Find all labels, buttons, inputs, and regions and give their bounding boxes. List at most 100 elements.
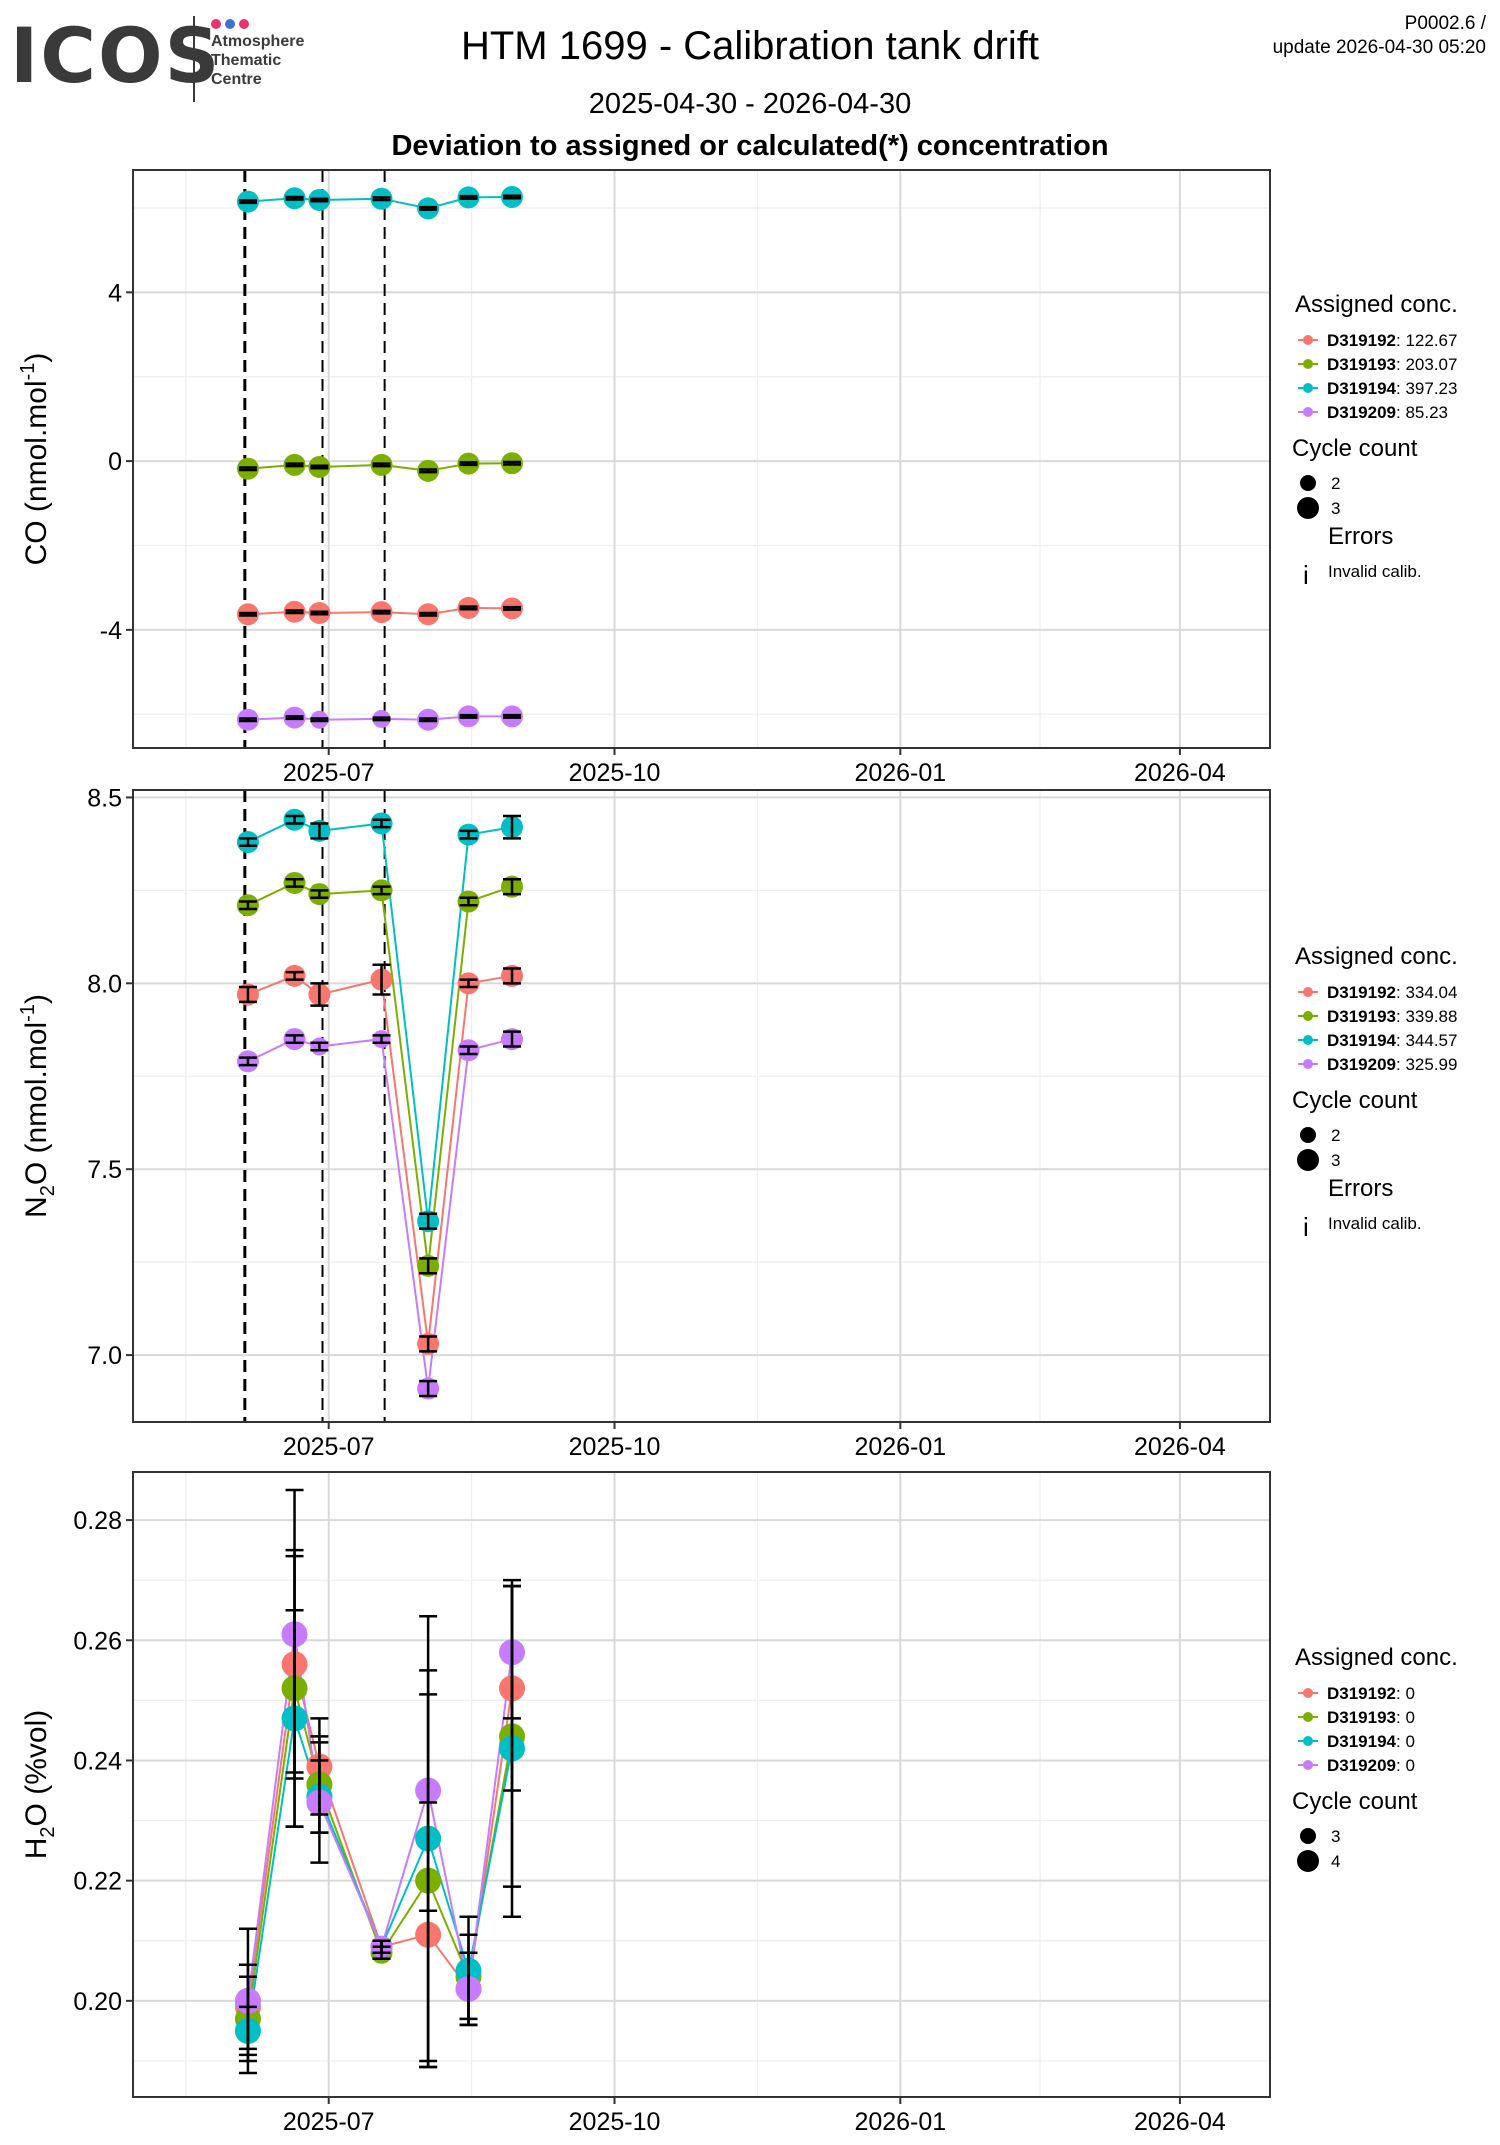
legend-entry-id: D319192 [1327, 331, 1396, 350]
legend-entry: D319209: 325.99 [1327, 1055, 1457, 1074]
legend-entry-id: D319194 [1327, 1732, 1397, 1751]
panel-border [132, 169, 1271, 749]
y-label-text: H [20, 1838, 53, 1860]
legend-entry-id: D319193 [1327, 1708, 1396, 1727]
legend-entry: D319193: 339.88 [1327, 1007, 1457, 1026]
logo-subtitle: Atmosphere Thematic Centre [211, 32, 304, 89]
x-tick-label: 2025-10 [569, 2108, 661, 2136]
legend-entry-value: : 0 [1396, 1684, 1415, 1703]
legend-key-point [1303, 1736, 1313, 1746]
legend-size-key [1297, 497, 1319, 519]
y-tick-label: 0.22 [73, 1868, 122, 1896]
y-label-text: O (nmol.mol [20, 1022, 53, 1185]
legend-size-label: 2 [1331, 1126, 1340, 1145]
x-tick-label: 2026-01 [854, 2108, 946, 2136]
legend-entry: D319193: 203.07 [1327, 355, 1457, 374]
x-tick-label: 2025-07 [283, 1433, 375, 1461]
legend-entry-value: : 0 [1396, 1708, 1415, 1727]
legend-size-title: Cycle count [1292, 1788, 1418, 1815]
legend-size-key [1300, 1828, 1316, 1844]
legend-key-point [1303, 1035, 1313, 1045]
legend-entry-value: : 334.04 [1396, 983, 1457, 1002]
legend-entry-id: D319193 [1327, 355, 1396, 374]
y-label-superscript: -1 [17, 1004, 39, 1022]
y-axis-label: CO (nmol.mol-1) [17, 353, 53, 566]
version-info: P0002.6 / update 2026-04-30 05:20 [1273, 12, 1486, 60]
x-tick-label: 2026-01 [854, 759, 946, 787]
legend-entry: D319193: 0 [1327, 1708, 1415, 1727]
x-tick-label: 2026-04 [1134, 2108, 1226, 2136]
legend-entry: D319192: 122.67 [1327, 331, 1457, 350]
legend-entry: D319192: 0 [1327, 1684, 1415, 1703]
co-panel: 2025-07 2025-10 2026-01 2026-04 -4 0 4 CO (nmol… [17, 169, 1458, 787]
legend-key-point [1303, 1712, 1313, 1722]
y-tick-label: 8.5 [87, 784, 122, 812]
y-label-text: ) [20, 353, 53, 363]
legend-title: Assigned conc. [1295, 943, 1458, 970]
version-label: P0002.6 / [1404, 13, 1486, 34]
logo-dot-icon [211, 19, 221, 29]
legend-title: Assigned conc. [1295, 1644, 1458, 1671]
y-tick-label: 0 [108, 448, 122, 476]
legend-entry-value: : 344.57 [1396, 1031, 1457, 1050]
y-axis-label: N2O (nmol.mol-1) [17, 994, 59, 1218]
y-label-subscript: 2 [37, 1185, 59, 1196]
logo-line: Thematic [211, 52, 282, 69]
legend-key-point [1303, 335, 1313, 345]
legend-entry-value: : 85.23 [1396, 403, 1448, 422]
y-tick-label: 7.5 [87, 1156, 122, 1184]
x-tick-label: 2025-07 [283, 759, 375, 787]
legend-size-title: Cycle count [1292, 435, 1418, 462]
legend-title: Assigned conc. [1295, 291, 1458, 318]
x-tick-label: 2026-04 [1134, 1433, 1226, 1461]
y-tick-label: 0.24 [73, 1747, 122, 1775]
legend-key-point [1303, 1011, 1313, 1021]
panel-border [132, 1471, 1271, 2098]
legend-entry: D319209: 85.23 [1327, 403, 1448, 422]
x-tick-label: 2025-07 [283, 2108, 375, 2136]
y-tick-label: 0.28 [73, 1507, 122, 1535]
y-axis-label: H2O (%vol) [20, 1710, 59, 1859]
legend-key-point [1303, 987, 1313, 997]
panel-border [132, 789, 1271, 1423]
legend-entry-id: D319192 [1327, 983, 1396, 1002]
legend-size-title: Cycle count [1292, 1087, 1418, 1114]
x-tick-label: 2025-10 [569, 1433, 661, 1461]
h2o-panel: 2025-07 2025-10 2026-01 2026-04 0.20 0.22 0.24… [20, 1471, 1458, 2136]
y-label-text: CO (nmol.mol [20, 380, 53, 565]
date-range: 2025-04-30 - 2026-04-30 [588, 88, 912, 120]
legend-errors-title: Errors [1328, 1175, 1393, 1202]
y-label-superscript: -1 [17, 363, 39, 381]
legend-size-key [1300, 475, 1316, 491]
chart-subtitle: Deviation to assigned or calculated(*) c… [391, 130, 1109, 162]
legend-size-label: 3 [1331, 1827, 1340, 1846]
y-tick-label: -4 [100, 617, 122, 645]
y-tick-label: 0.20 [73, 1988, 122, 2016]
legend-key-point [1303, 1059, 1313, 1069]
legend-size-label: 2 [1331, 474, 1340, 493]
n2o-panel: 2025-07 2025-10 2026-01 2026-04 7.0 7.5 8.0 8.5… [17, 784, 1458, 1461]
legend-size-key [1300, 1127, 1316, 1143]
legend-entry-id: D319192 [1327, 1684, 1396, 1703]
legend-entry-id: D319194 [1327, 1031, 1397, 1050]
legend-entry-id: D319194 [1327, 379, 1397, 398]
x-tick-label: 2025-10 [569, 759, 661, 787]
logo-dot-icon [225, 19, 235, 29]
legend-entry: D319209: 0 [1327, 1756, 1415, 1775]
invalid-calib-icon: i [1303, 1212, 1309, 1242]
legend-entry-value: : 339.88 [1396, 1007, 1457, 1026]
legend-entry-value: : 203.07 [1396, 355, 1457, 374]
y-label-text: N [20, 1196, 53, 1218]
legend-key-point [1303, 383, 1313, 393]
y-tick-label: 4 [108, 279, 122, 307]
logo-line: Centre [211, 71, 262, 88]
logo-divider [193, 16, 195, 102]
y-tick-label: 8.0 [87, 970, 122, 998]
x-tick-label: 2026-01 [854, 1433, 946, 1461]
legend-size-key [1297, 1149, 1319, 1171]
legend-entry-value: : 325.99 [1396, 1055, 1457, 1074]
legend-size-label: 4 [1331, 1852, 1340, 1871]
legend-entry: D319194: 0 [1327, 1732, 1415, 1751]
legend-entry-id: D319209 [1327, 1055, 1396, 1074]
